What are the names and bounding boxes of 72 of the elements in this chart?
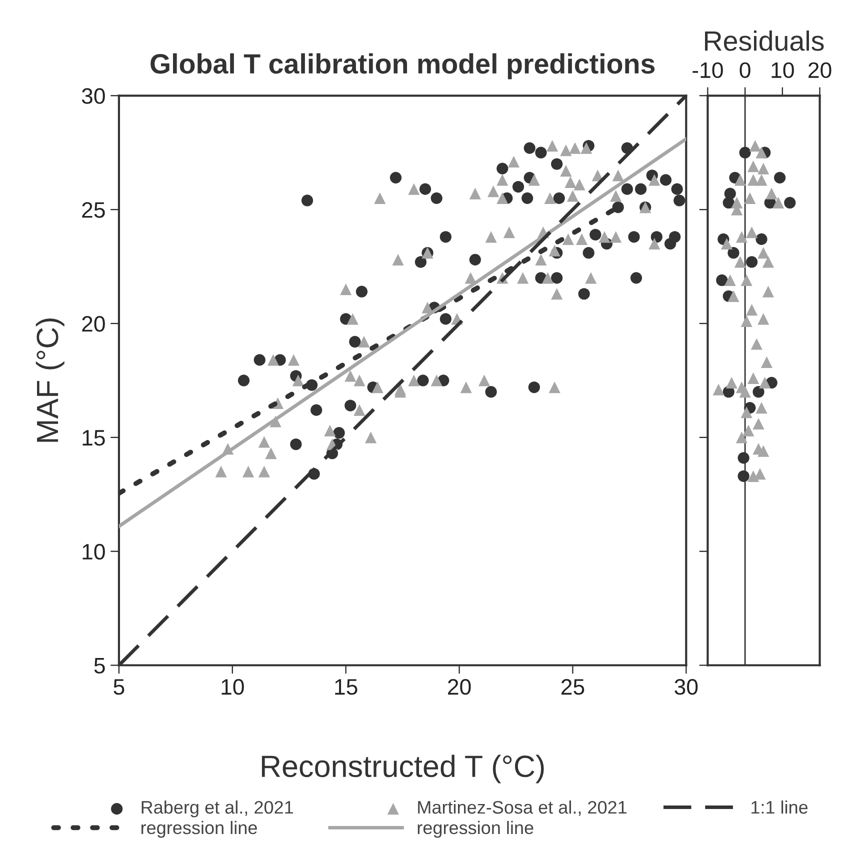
x-tick-label: 20 [448,679,471,695]
x-axis-title: Residuals [705,30,824,51]
point [756,146,768,158]
point [746,256,758,268]
point [752,386,764,398]
point [758,313,770,325]
point [747,372,760,384]
point [760,356,773,368]
x-tick-label: 10 [772,62,794,78]
x-tick-label: 0 [740,62,750,78]
legend-label: regression line [141,820,257,838]
x-tick-label: 20 [808,62,832,78]
point [772,196,784,209]
point [738,452,750,464]
point [762,286,774,298]
y-tick-label: 15 [82,430,105,446]
point [740,406,752,418]
point [752,418,764,430]
point [728,247,740,259]
point [724,188,736,200]
point [740,315,752,328]
x-axis-title: Reconstructed T (°C) [262,754,544,784]
x-tick-label: 10 [222,679,244,695]
point [756,402,768,414]
point [758,445,770,457]
point [720,238,733,250]
x-tick-label: 15 [335,679,358,695]
legend-label: Martinez-Sosa et al., 2021 [418,800,627,816]
y-axis-title: MAF (°C) [36,318,64,442]
point [740,274,752,286]
point [762,256,774,268]
point [742,424,754,436]
point [756,174,768,186]
point [756,233,768,245]
point [766,188,778,200]
point [758,247,770,259]
point [739,386,751,398]
point [746,226,758,238]
legend-label: Raberg et al., 2021 [142,800,293,818]
point [724,274,736,286]
point [736,231,748,243]
point [746,304,758,316]
y-tick-label: 30 [82,88,105,104]
point [784,196,796,209]
point [739,146,751,158]
y-tick-label: 10 [82,544,105,560]
point [747,174,760,186]
point [734,256,746,268]
y-tick-label: 5 [94,658,105,674]
chart-title: Global T calibration model predictions [150,53,655,80]
y-tick-label: 20 [82,316,105,332]
legend-label: 1:1 line [752,800,808,814]
point [759,376,771,389]
point [744,192,756,204]
point [738,470,750,482]
point [712,384,724,396]
point [728,290,740,302]
point [750,338,762,350]
x-tick-label: -10 [692,62,723,78]
point [749,140,761,152]
legend-label: regression line [418,820,534,838]
point [726,376,738,389]
point [716,274,728,286]
point [734,174,746,186]
point [736,432,748,444]
point [747,160,760,172]
point [758,162,770,174]
y-tick-label: 25 [82,202,105,218]
point [774,172,786,184]
x-tick-label: 5 [114,679,124,695]
x-tick-label: 30 [674,679,698,695]
x-tick-label: 25 [561,679,584,695]
